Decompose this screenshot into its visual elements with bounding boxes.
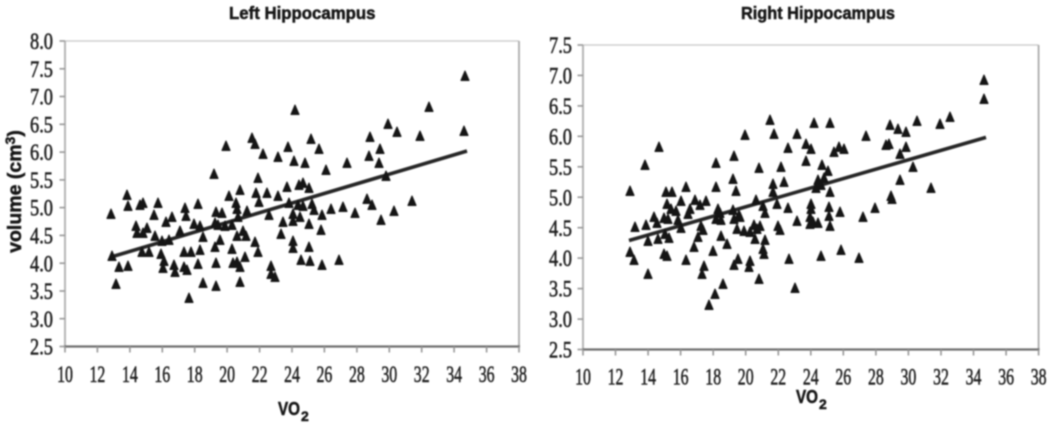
svg-text:22: 22 [252,362,268,388]
svg-text:24: 24 [284,362,300,388]
svg-text:2.5: 2.5 [549,337,572,364]
svg-text:VO: VO [278,399,300,419]
svg-text:14: 14 [122,362,138,388]
svg-text:6.5: 6.5 [30,111,53,138]
svg-text:7.5: 7.5 [549,32,572,59]
svg-text:18: 18 [705,365,721,391]
svg-text:4.5: 4.5 [549,215,572,242]
svg-text:38: 38 [511,362,527,388]
svg-text:32: 32 [933,365,949,391]
svg-text:30: 30 [900,365,916,391]
svg-text:3.0: 3.0 [30,306,53,333]
svg-text:8.0: 8.0 [30,28,53,55]
svg-text:3.5: 3.5 [30,278,53,305]
svg-text:26: 26 [835,365,851,391]
svg-text:16: 16 [673,365,689,391]
svg-text:24: 24 [803,365,819,391]
svg-text:12: 12 [608,365,624,391]
svg-text:3.5: 3.5 [549,276,572,303]
svg-text:20: 20 [738,365,754,391]
svg-text:volume (cm3): volume (cm3) [2,130,26,253]
svg-text:16: 16 [154,362,170,388]
svg-text:2: 2 [819,396,827,412]
svg-text:36: 36 [479,362,495,388]
svg-text:7.5: 7.5 [30,56,53,83]
svg-text:6.0: 6.0 [30,139,53,166]
svg-text:28: 28 [349,362,365,388]
svg-text:VO: VO [796,387,818,407]
svg-text:30: 30 [381,362,397,388]
svg-text:2: 2 [301,408,309,424]
svg-text:6.5: 6.5 [549,93,572,120]
svg-text:5.0: 5.0 [30,195,53,222]
svg-text:10: 10 [575,365,591,391]
svg-text:10: 10 [57,362,73,388]
svg-text:18: 18 [187,362,203,388]
svg-text:32: 32 [414,362,430,388]
svg-text:34: 34 [446,362,462,388]
svg-text:28: 28 [868,365,884,391]
svg-text:38: 38 [1031,365,1047,391]
svg-text:4.0: 4.0 [30,250,53,277]
svg-text:7.0: 7.0 [549,62,572,89]
svg-text:Right Hippocampus: Right Hippocampus [741,3,895,23]
svg-text:5.0: 5.0 [549,184,572,211]
svg-text:5.5: 5.5 [549,154,572,181]
svg-text:26: 26 [316,362,332,388]
svg-text:3.0: 3.0 [549,306,572,333]
svg-text:14: 14 [640,365,656,391]
svg-text:6.0: 6.0 [549,123,572,150]
svg-text:5.5: 5.5 [30,167,53,194]
svg-text:34: 34 [966,365,982,391]
svg-text:12: 12 [89,362,105,388]
svg-text:Left Hippocampus: Left Hippocampus [229,3,376,23]
svg-text:7.0: 7.0 [30,84,53,111]
svg-text:36: 36 [998,365,1014,391]
svg-text:22: 22 [770,365,786,391]
svg-text:4.5: 4.5 [30,222,53,249]
svg-text:4.0: 4.0 [549,245,572,272]
svg-text:2.5: 2.5 [30,334,53,361]
svg-text:20: 20 [219,362,235,388]
